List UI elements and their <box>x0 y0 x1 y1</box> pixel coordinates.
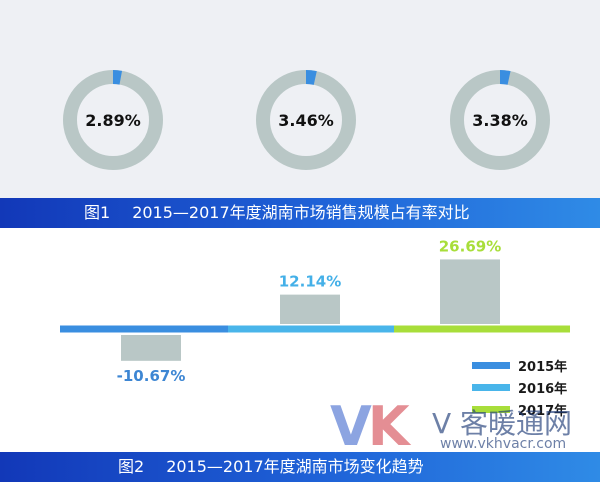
legend-item-2017: 2017年 <box>472 398 567 420</box>
legend-swatch-2016 <box>472 383 510 391</box>
baseline-segment-2017年 <box>394 325 570 333</box>
bar-label-2015年: -10.67% <box>117 367 186 385</box>
donut-slice-2015年 <box>112 70 123 85</box>
bar-2017年 <box>440 259 500 324</box>
legend-label-2015: 2015年 <box>518 359 568 375</box>
legend-label-2017: 2017年 <box>518 403 568 419</box>
legend-item-2015: 2015年 <box>472 354 567 376</box>
bar-2016年 <box>280 294 340 324</box>
watermark: VK V 客暖通网 www.vkhvacr.com <box>330 400 598 454</box>
figure1-number: 图1 <box>84 203 111 222</box>
donut-slice-2017年 <box>499 70 511 85</box>
donut-slice-2016年 <box>305 70 317 85</box>
donut-label-2017年: 3.38% <box>472 111 528 130</box>
watermark-url: www.vkhvacr.com <box>440 436 567 452</box>
legend-swatch-2015 <box>472 361 510 369</box>
bar-label-2017年: 26.69% <box>439 237 501 255</box>
figure1-caption: 2015—2017年度湖南市场销售规模占有率对比 <box>132 203 470 222</box>
figure2-legend: 2015年 2016年 2017年 <box>472 354 567 420</box>
figure2-number: 图2 <box>118 457 145 476</box>
baseline-segment-2016年 <box>228 325 394 333</box>
watermark-logo-v: V <box>330 395 372 458</box>
donut-label-2016年: 3.46% <box>278 111 334 130</box>
figure1-caption-banner: 图1 2015—2017年度湖南市场销售规模占有率对比 <box>0 198 600 228</box>
bar-2015年 <box>121 335 181 361</box>
watermark-logo-k: K <box>367 395 410 458</box>
donut-label-2015年: 2.89% <box>85 111 141 130</box>
legend-item-2016: 2016年 <box>472 376 567 398</box>
legend-label-2016: 2016年 <box>518 381 568 397</box>
baseline-segment-2015年 <box>60 325 228 333</box>
figure2-caption-banner: 图2 2015—2017年度湖南市场变化趋势 <box>0 452 600 482</box>
legend-swatch-2017 <box>472 405 510 413</box>
watermark-logo: VK <box>330 400 410 454</box>
figure2-caption: 2015—2017年度湖南市场变化趋势 <box>166 457 424 476</box>
bar-label-2016年: 12.14% <box>279 273 341 291</box>
watermark-site-name: V 客暖通网 <box>432 407 573 440</box>
